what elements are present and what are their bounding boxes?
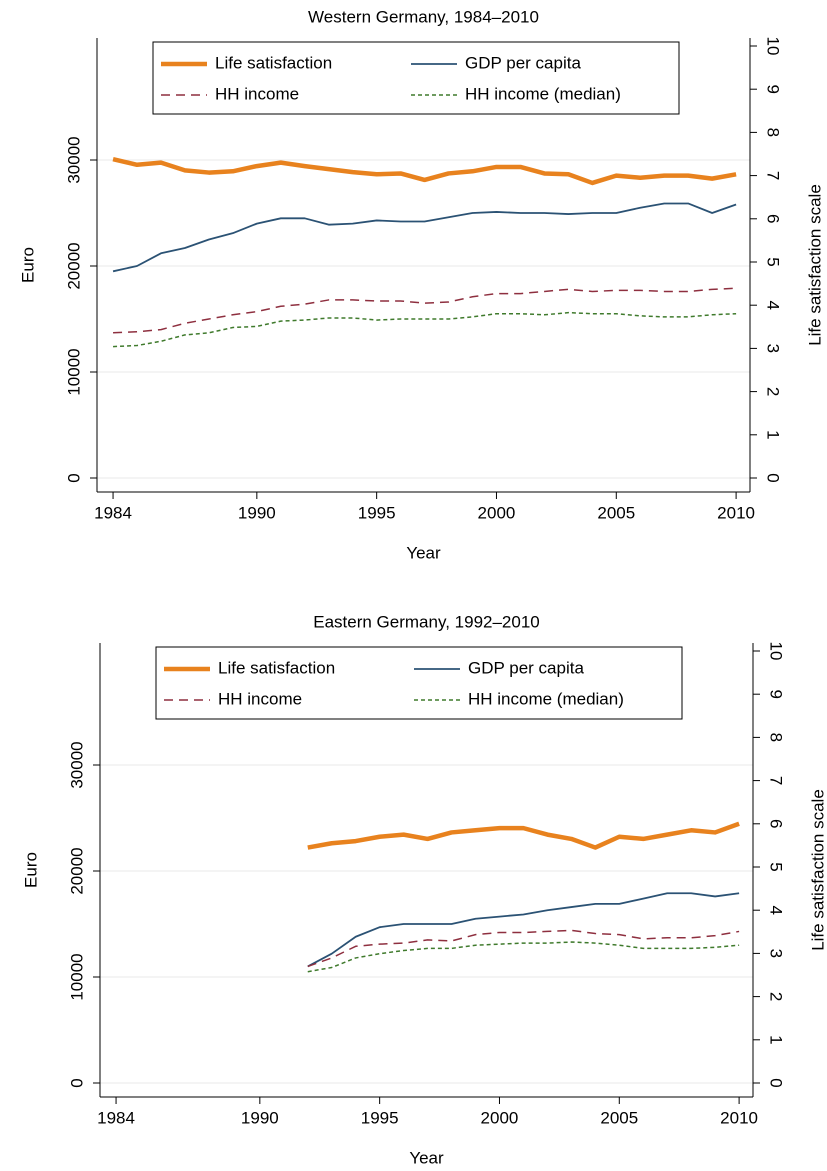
y-tick-label: 10000 xyxy=(64,348,83,395)
legend-box xyxy=(152,41,680,115)
y2-tick-label: 1 xyxy=(767,1035,786,1044)
legend-label: HH income (median) xyxy=(465,84,621,103)
legend-label: HH income xyxy=(215,84,299,103)
y2-tick-label: 4 xyxy=(764,300,783,309)
y2-tick-label: 2 xyxy=(764,387,783,396)
y2-tick-label: 3 xyxy=(764,344,783,353)
y-tick-label: 30000 xyxy=(67,741,86,788)
series-line xyxy=(307,821,740,850)
y2-tick-label: 2 xyxy=(767,992,786,1001)
y2-tick-label: 0 xyxy=(764,473,783,482)
y2-tick-label: 10 xyxy=(764,37,783,56)
y2-tick-label: 4 xyxy=(767,905,786,914)
x-tick-label: 1990 xyxy=(238,503,276,522)
x-tick-label: 2000 xyxy=(478,503,516,522)
legend-label: Life satisfaction xyxy=(218,658,335,677)
series-line xyxy=(113,287,737,334)
y-axis-title: Euro xyxy=(18,247,37,283)
legend-label: Life satisfaction xyxy=(215,53,332,72)
y2-tick-label: 1 xyxy=(764,430,783,439)
series-line xyxy=(112,156,737,186)
legend-label: HH income (median) xyxy=(468,689,624,708)
series-line xyxy=(113,311,737,348)
x-axis-title: Year xyxy=(409,1148,444,1167)
y2-tick-label: 3 xyxy=(767,949,786,958)
series-line xyxy=(112,202,737,273)
series-line xyxy=(307,929,740,968)
series-line xyxy=(307,892,740,968)
y2-tick-label: 0 xyxy=(767,1078,786,1087)
y2-tick-label: 7 xyxy=(764,171,783,180)
y-tick-label: 20000 xyxy=(64,242,83,289)
x-tick-label: 2005 xyxy=(600,1108,638,1127)
x-axis-title: Year xyxy=(406,543,441,562)
x-tick-label: 1990 xyxy=(241,1108,279,1127)
x-tick-label: 2005 xyxy=(597,503,635,522)
y-tick-label: 0 xyxy=(64,473,83,482)
y2-tick-label: 7 xyxy=(767,776,786,785)
y-tick-label: 10000 xyxy=(67,953,86,1000)
y2-tick-label: 8 xyxy=(767,733,786,742)
legend-label: HH income xyxy=(218,689,302,708)
x-tick-label: 1995 xyxy=(361,1108,399,1127)
chart-title: Eastern Germany, 1992–2010 xyxy=(313,612,540,631)
y2-axis-title: Life satisfaction scale xyxy=(805,184,824,346)
y2-axis-title: Life satisfaction scale xyxy=(808,789,827,951)
y2-tick-label: 10 xyxy=(767,642,786,661)
y2-tick-label: 9 xyxy=(764,84,783,93)
y-tick-label: 20000 xyxy=(67,847,86,894)
chart-title: Western Germany, 1984–2010 xyxy=(308,7,539,26)
y2-tick-label: 6 xyxy=(767,819,786,828)
y2-tick-label: 5 xyxy=(767,862,786,871)
series-line xyxy=(307,941,740,973)
y-tick-label: 0 xyxy=(67,1078,86,1087)
y-tick-label: 30000 xyxy=(64,136,83,183)
x-tick-label: 1984 xyxy=(97,1108,135,1127)
y-axis-title: Euro xyxy=(21,852,40,888)
x-tick-label: 2010 xyxy=(720,1108,758,1127)
y2-tick-label: 8 xyxy=(764,128,783,137)
y2-tick-label: 9 xyxy=(767,689,786,698)
x-tick-label: 1984 xyxy=(94,503,132,522)
legend-label: GDP per capita xyxy=(468,658,584,677)
y2-tick-label: 5 xyxy=(764,257,783,266)
y2-tick-label: 6 xyxy=(764,214,783,223)
x-tick-label: 2000 xyxy=(481,1108,519,1127)
x-tick-label: 2010 xyxy=(717,503,755,522)
x-tick-label: 1995 xyxy=(358,503,396,522)
legend-box xyxy=(155,646,683,720)
legend-label: GDP per capita xyxy=(465,53,581,72)
